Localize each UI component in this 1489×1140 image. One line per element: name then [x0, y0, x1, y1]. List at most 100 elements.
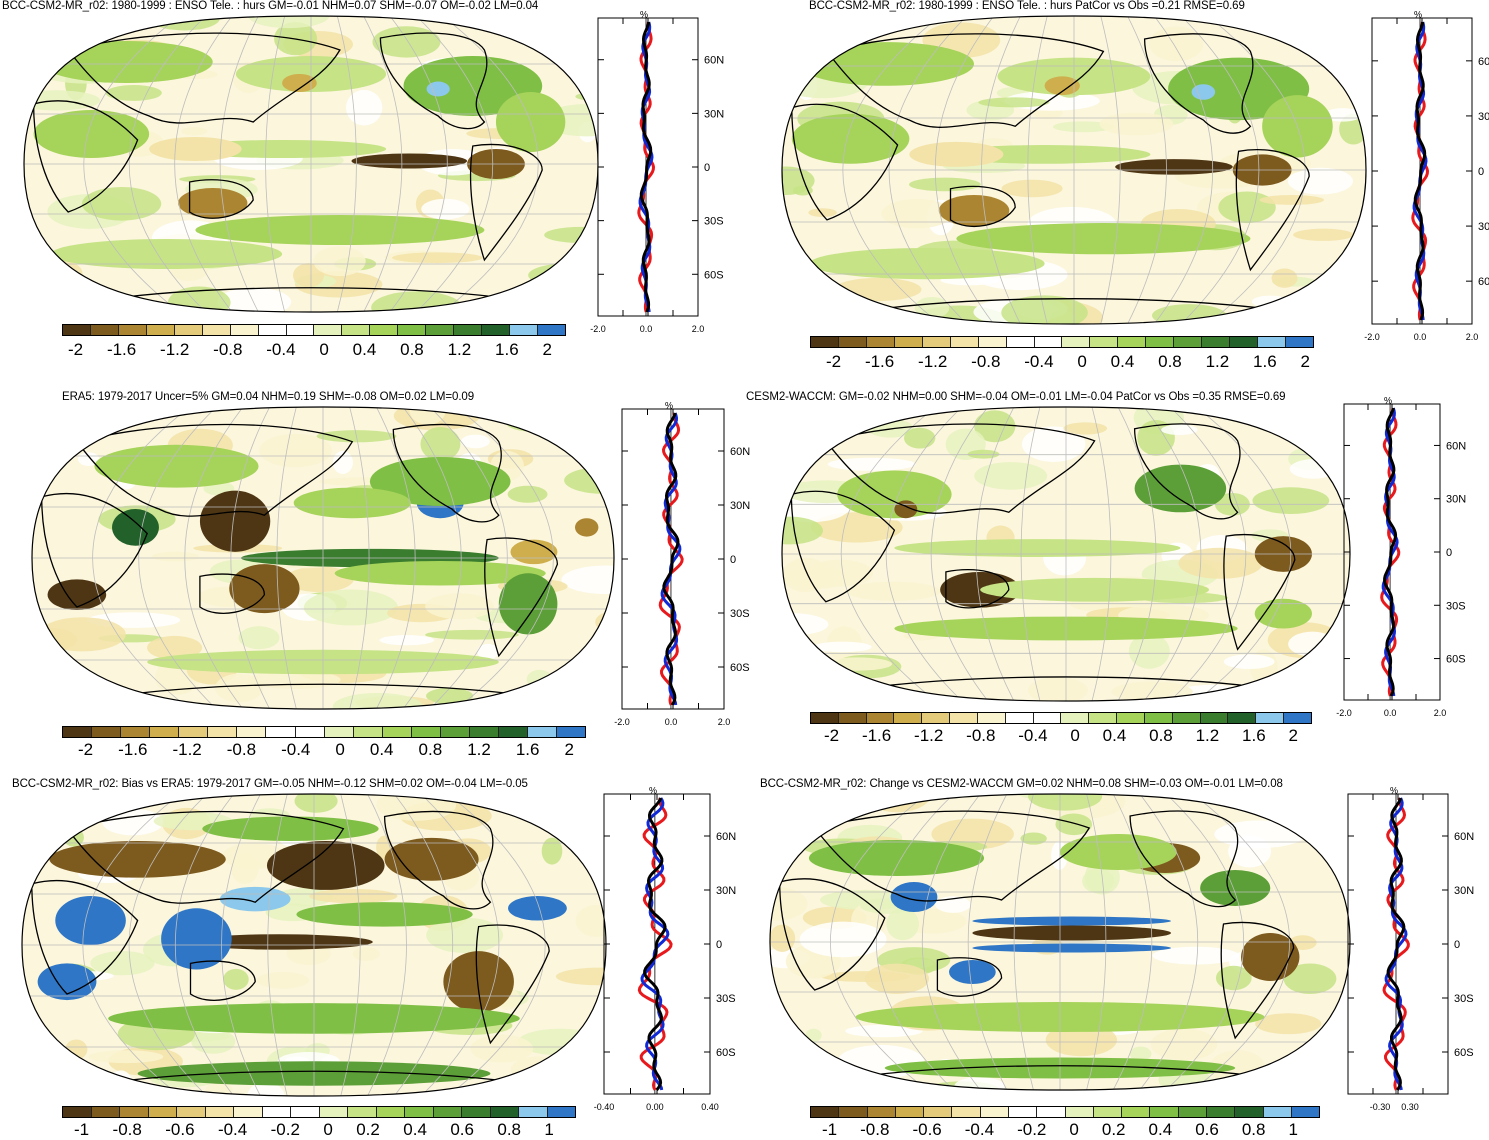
latitude-label: 0	[730, 554, 736, 566]
meridian-line	[930, 406, 989, 701]
field-patch	[309, 888, 398, 904]
meridian-line	[875, 794, 954, 1090]
colorbar-swatch	[1061, 713, 1090, 723]
field-patch	[770, 924, 796, 952]
zonal-x-label: 0.0	[1414, 332, 1427, 342]
colorbar-tick-label: 2	[564, 740, 574, 759]
colorbar-tick-label: 1.6	[1253, 352, 1277, 371]
field-anomaly	[972, 925, 1171, 941]
field-anomaly	[797, 42, 975, 86]
field-anomaly	[1200, 870, 1271, 906]
zonal-x-label: 0.40	[701, 1102, 719, 1112]
colorbar-swatch	[462, 1107, 491, 1117]
meridian-line	[265, 16, 286, 312]
colorbar-swatch	[342, 325, 371, 335]
field-patch	[352, 947, 380, 961]
colorbar-tick-label: 0	[323, 1120, 333, 1139]
field-patch	[846, 581, 941, 601]
field-anomaly	[1191, 84, 1216, 100]
colorbar-swatch	[952, 1107, 981, 1117]
colorbar-tick-label: -0.4	[964, 1120, 995, 1139]
colorbar-swatch	[978, 337, 1007, 347]
colorbar-tick-label: -0.6	[165, 1120, 195, 1139]
zonal-x-label: -2.0	[1364, 332, 1380, 342]
latitude-label: 60S	[730, 662, 750, 674]
field-anomaly	[972, 943, 1171, 953]
meridian-line	[442, 16, 539, 312]
field-anomaly	[55, 896, 126, 945]
field-patch	[426, 687, 474, 705]
field-patch	[453, 306, 502, 312]
continent-outline	[31, 879, 139, 995]
colorbar-swatch	[319, 1107, 348, 1117]
colorbar-swatch	[1090, 337, 1119, 347]
field-patch	[555, 967, 606, 986]
colorbar-swatch	[63, 1107, 92, 1117]
continent-outline	[32, 100, 139, 213]
continent-outline	[199, 573, 266, 614]
colorbar-tick-label: -0.8	[971, 352, 1001, 371]
colorbar-swatch	[91, 1107, 120, 1117]
field-patch	[1027, 677, 1088, 701]
meridian-line	[1020, 406, 1041, 701]
meridian-line	[1139, 794, 1198, 1090]
colorbar-tick-label: 1.2	[1195, 726, 1220, 745]
latitude-label: 60S	[704, 269, 724, 281]
colorbar-tick-label: -1.6	[118, 740, 148, 759]
colorbar-swatch	[1122, 1107, 1151, 1117]
colorbar-swatch	[977, 713, 1006, 723]
colorbar	[810, 336, 1314, 348]
colorbar-swatch	[258, 325, 287, 335]
field-patch	[345, 89, 383, 126]
latitude-label: 60N	[704, 55, 724, 67]
colorbar-tick-label: -0.4	[281, 740, 311, 759]
continent-outline	[383, 810, 494, 910]
field-patch	[561, 565, 614, 595]
mean-curve	[1386, 797, 1406, 1091]
field-anomaly	[1115, 159, 1233, 175]
meridian-line	[276, 407, 297, 709]
colorbar-swatch	[348, 1107, 377, 1117]
colorbar	[810, 712, 1312, 724]
colorbar-tick-label: -1	[74, 1120, 90, 1139]
field-patch	[820, 288, 859, 323]
colorbar-swatch	[92, 727, 122, 737]
field-anomaly	[351, 153, 468, 169]
map-border	[31, 406, 615, 710]
world-map	[780, 405, 1352, 703]
colorbar-swatch	[291, 1107, 320, 1117]
colorbar-tick-label: -1.2	[914, 726, 944, 745]
colorbar-swatch	[922, 337, 951, 347]
latitude-label: 0	[716, 939, 722, 951]
field-anomaly	[282, 74, 317, 92]
field-patch	[782, 516, 823, 545]
meridian-line	[1013, 794, 1034, 1090]
meridian-line	[1086, 794, 1107, 1090]
colorbar-tick-label: -0.4	[1024, 352, 1054, 371]
latitude-label: 0	[1446, 547, 1452, 559]
colorbar-swatch	[150, 727, 180, 737]
field-patch	[425, 629, 519, 640]
field-patch	[294, 794, 338, 813]
field-anomaly	[178, 188, 248, 218]
meridian-line	[447, 794, 546, 1096]
colorbar-tick-label: 1.2	[447, 340, 472, 359]
meridian-line	[82, 794, 181, 1096]
field-patch	[541, 837, 563, 865]
field-patch	[808, 208, 837, 217]
colorbar-swatch	[202, 325, 231, 335]
zonal-unit-label: %	[1384, 396, 1392, 406]
colorbar-swatch	[510, 325, 538, 335]
field-patch	[1289, 459, 1338, 479]
colorbar-swatch	[230, 325, 259, 335]
world-map	[22, 14, 600, 314]
meridian-line	[1100, 16, 1121, 324]
colorbar-swatch	[205, 1107, 234, 1117]
colorbar-tick-label: -0.8	[966, 726, 996, 745]
field-patch	[477, 643, 499, 660]
colorbar-tick-label: -0.2	[1017, 1120, 1047, 1139]
continent-outline	[188, 179, 254, 219]
latitude-label: 60S	[1454, 1047, 1474, 1059]
zonal-canvas: % 60N 30N 0 30S 60S -0.40 0.00 0.40	[594, 786, 736, 1113]
field-patch	[799, 921, 887, 958]
